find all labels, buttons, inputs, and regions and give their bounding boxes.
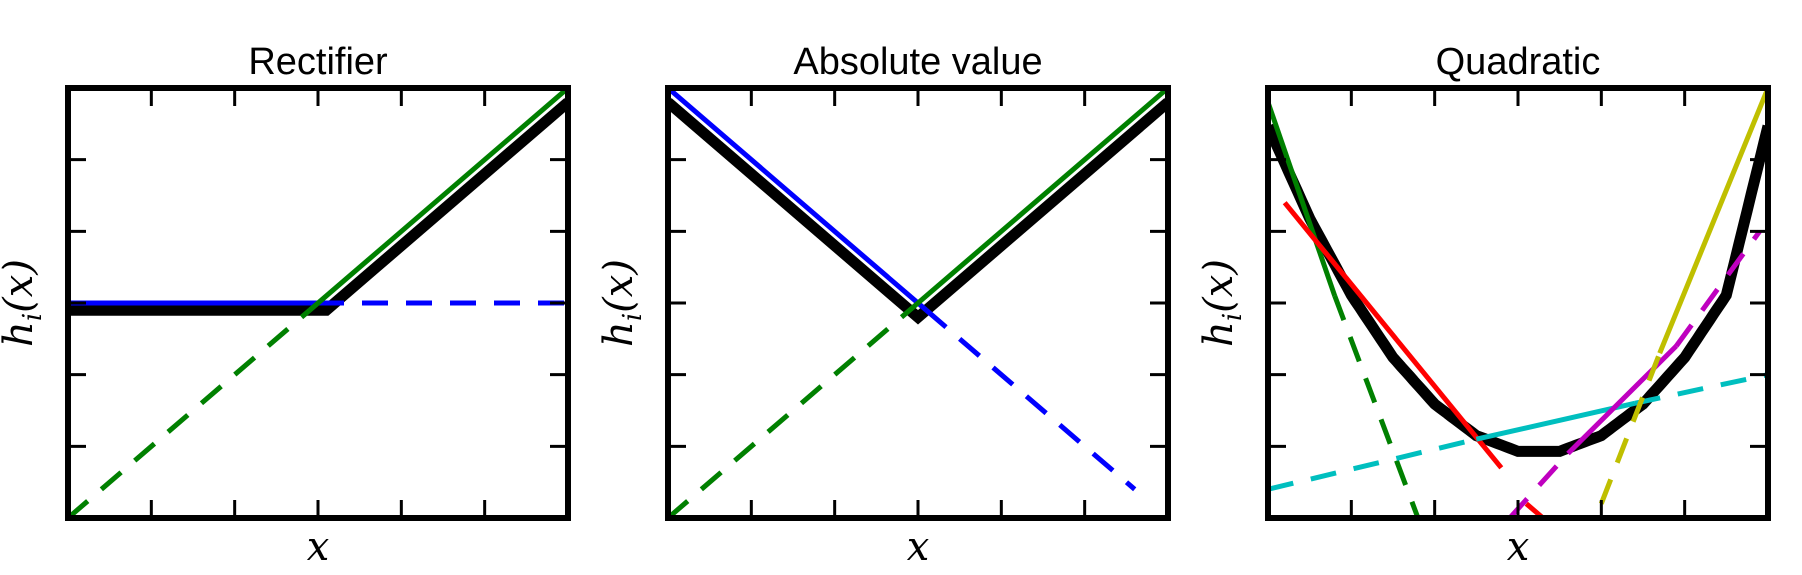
panel-rectifier: Rectifier x hi(x) <box>0 41 571 570</box>
ticks <box>1268 88 1768 518</box>
linear-piece-solid-3 <box>308 88 568 313</box>
linear-piece-solid-5 <box>1475 400 1636 442</box>
linear-piece-dashed-2 <box>924 308 1137 492</box>
plot-area <box>668 88 1168 518</box>
linear-piece-solid-1 <box>1268 101 1338 297</box>
linear-piece-dashed-2 <box>1332 294 1421 518</box>
linear-piece-dashed-10 <box>1674 229 1762 348</box>
plot-area <box>68 88 568 518</box>
y-axis-label: hi(x) <box>0 259 48 347</box>
panel-title: Quadratic <box>1436 41 1601 83</box>
panel-absolute-value: Absolute value x hi(x) <box>596 41 1171 570</box>
linear-piece-dashed-6 <box>1268 436 1477 492</box>
linear-piece-solid-3 <box>1282 201 1504 470</box>
linear-piece-dashed-7 <box>1634 372 1768 406</box>
ticks <box>668 88 1168 518</box>
x-axis-label: x <box>307 524 330 570</box>
plot-area <box>1268 88 1768 518</box>
x-axis-label: x <box>907 524 930 570</box>
linear-piece-solid-1 <box>668 88 928 313</box>
output-curve-0 <box>68 98 568 316</box>
panel-quadratic: Quadratic x hi(x) <box>1196 41 1771 570</box>
linear-piece-dashed-4 <box>68 308 312 518</box>
linear-piece-solid-11 <box>1657 88 1768 355</box>
linear-piece-dashed-4 <box>668 301 920 518</box>
panel-title: Rectifier <box>248 41 388 83</box>
x-axis-label: x <box>1507 524 1530 570</box>
y-axis-label: hi(x) <box>596 259 648 347</box>
y-axis-label: hi(x) <box>1196 259 1248 347</box>
output-curve-0 <box>1268 123 1768 457</box>
linear-piece-solid-3 <box>916 88 1168 305</box>
linear-piece-dashed-12 <box>1598 352 1663 505</box>
linear-piece-solid-8 <box>1566 344 1679 456</box>
output-curve-0 <box>668 98 1168 325</box>
ticks <box>68 88 568 518</box>
panel-title: Absolute value <box>793 41 1042 83</box>
